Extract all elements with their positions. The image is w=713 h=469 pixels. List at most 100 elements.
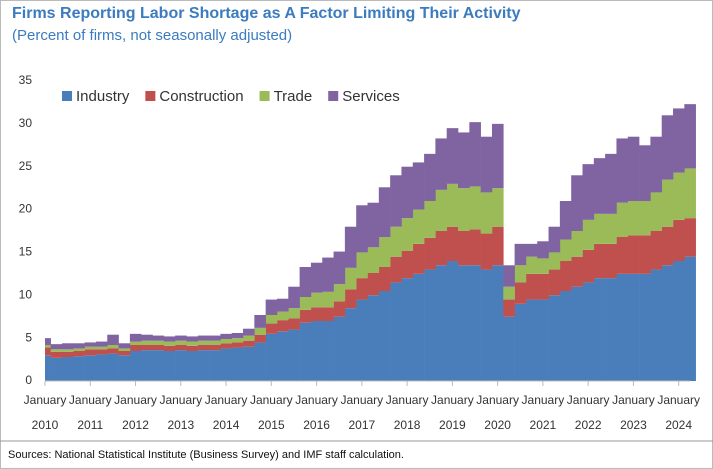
bar-segment bbox=[469, 265, 481, 381]
bar-segment bbox=[605, 213, 617, 244]
bar-segment bbox=[220, 339, 233, 344]
bar-segment bbox=[446, 128, 459, 184]
y-tick-label: 30 bbox=[19, 116, 33, 130]
bar-segment bbox=[446, 226, 459, 261]
bar-segment bbox=[45, 345, 51, 348]
bar-segment bbox=[344, 226, 357, 268]
bar-segment bbox=[480, 136, 493, 193]
x-tick-label: 2012 bbox=[122, 418, 149, 432]
legend-label: Industry bbox=[76, 88, 130, 105]
bar-segment bbox=[243, 335, 255, 341]
bar-segment bbox=[616, 202, 629, 237]
bar-segment bbox=[378, 267, 391, 291]
bar-segment bbox=[673, 108, 685, 173]
x-tick-month: January bbox=[386, 393, 429, 407]
bar-segment bbox=[446, 183, 459, 227]
bar-segment bbox=[95, 354, 108, 381]
bar-segment bbox=[84, 349, 97, 356]
bar-segment bbox=[243, 328, 255, 336]
bar-segment bbox=[163, 341, 176, 346]
bar-segment bbox=[525, 256, 538, 274]
bar-segment bbox=[514, 282, 527, 304]
bar-segment bbox=[73, 351, 85, 357]
bar-segment bbox=[141, 334, 153, 341]
x-tick-label: 2021 bbox=[530, 418, 557, 432]
bar-segment bbox=[458, 265, 470, 381]
bar-segment bbox=[412, 273, 425, 381]
x-tick-label: 2014 bbox=[213, 418, 240, 432]
bar-segment bbox=[356, 205, 368, 253]
x-tick-month: January bbox=[431, 393, 474, 407]
bar-segment bbox=[322, 321, 334, 381]
bar-segment bbox=[95, 346, 108, 350]
bar-segment bbox=[401, 166, 414, 219]
x-tick-month: January bbox=[114, 393, 157, 407]
bar-segment bbox=[175, 335, 187, 341]
bar-segment bbox=[525, 299, 538, 381]
bar-segment bbox=[129, 351, 142, 381]
bar-segment bbox=[514, 303, 527, 381]
bar-segment bbox=[197, 350, 210, 381]
bar-segment bbox=[186, 341, 199, 346]
x-tick-label: 2016 bbox=[303, 418, 330, 432]
bar-segment bbox=[152, 335, 165, 341]
x-tick-label: 2017 bbox=[348, 418, 375, 432]
bar-segment bbox=[299, 297, 312, 310]
bar-segment bbox=[333, 251, 346, 285]
bar-segment bbox=[45, 355, 51, 381]
bar-segment bbox=[220, 333, 233, 339]
bar-segment bbox=[559, 201, 572, 240]
x-tick-label: 2011 bbox=[77, 418, 103, 432]
bar-segment bbox=[310, 292, 323, 308]
bar-segment bbox=[469, 229, 481, 266]
bar-segment bbox=[322, 307, 334, 321]
bar-segment bbox=[650, 192, 663, 231]
bar-segment bbox=[220, 348, 233, 381]
bar-segment bbox=[73, 356, 85, 381]
bar-segment bbox=[537, 241, 549, 259]
bar-segment bbox=[129, 345, 142, 351]
bar-segment bbox=[458, 132, 470, 189]
bar-segment bbox=[220, 343, 233, 349]
bar-segment bbox=[50, 357, 63, 381]
bar-segment bbox=[491, 188, 504, 227]
bar-segment bbox=[548, 252, 561, 270]
bar-segment bbox=[175, 350, 187, 381]
bar-segment bbox=[503, 286, 515, 300]
bar-segment bbox=[209, 340, 221, 345]
bar-segment bbox=[107, 345, 119, 349]
bar-segment bbox=[650, 136, 663, 193]
bar-segment bbox=[639, 201, 651, 236]
bar-segment bbox=[118, 351, 131, 356]
bar-segment bbox=[514, 265, 527, 283]
bar-segment bbox=[378, 291, 391, 381]
legend-label: Trade bbox=[274, 88, 313, 105]
bar-segment bbox=[107, 334, 119, 345]
bar-segment bbox=[639, 235, 651, 274]
bar-segment bbox=[231, 338, 244, 343]
chart-subtitle: (Percent of firms, not seasonally adjust… bbox=[12, 27, 292, 44]
bar-segment bbox=[175, 345, 187, 351]
bar-segment bbox=[412, 209, 425, 244]
bar-segment bbox=[469, 122, 481, 187]
bar-segment bbox=[616, 138, 629, 203]
bar-segment bbox=[458, 231, 470, 266]
legend-swatch bbox=[62, 91, 72, 101]
bar-segment bbox=[424, 201, 436, 238]
bar-segment bbox=[571, 256, 583, 287]
bar-segment bbox=[525, 273, 538, 300]
bar-segment bbox=[559, 291, 572, 381]
bar-segment bbox=[458, 188, 470, 231]
bar-segment bbox=[605, 153, 617, 214]
bar-segment bbox=[254, 342, 266, 381]
x-tick-month: January bbox=[476, 393, 519, 407]
bar-segment bbox=[616, 273, 629, 381]
bar-segment bbox=[559, 239, 572, 261]
bar-segment bbox=[390, 226, 402, 257]
bar-segment bbox=[276, 311, 289, 321]
bar-segment bbox=[491, 123, 504, 189]
bar-segment bbox=[582, 164, 595, 220]
bar-segment bbox=[639, 145, 651, 201]
bar-segment bbox=[243, 340, 255, 347]
bar-segment bbox=[254, 327, 266, 335]
